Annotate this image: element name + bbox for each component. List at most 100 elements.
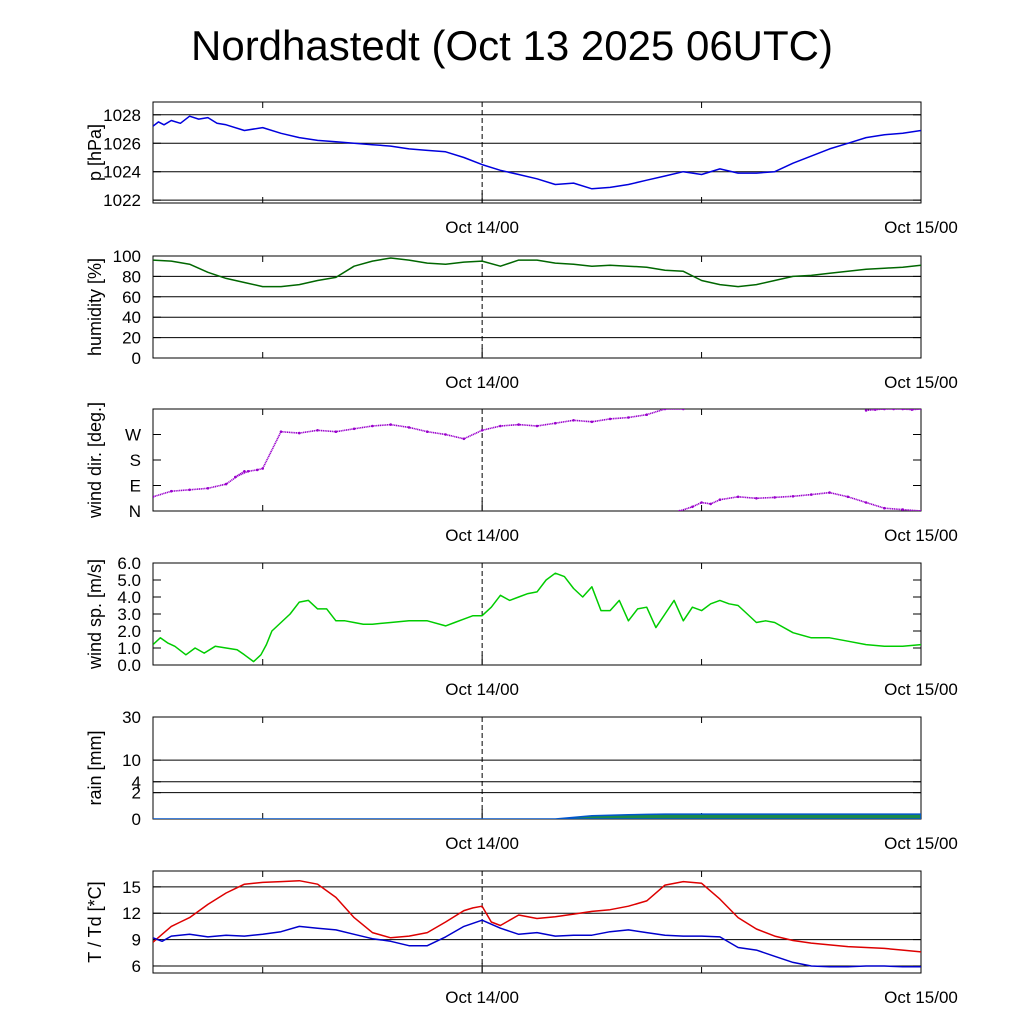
series-wind-direction-1 <box>678 491 921 511</box>
data-point <box>255 468 259 472</box>
data-point <box>590 420 594 424</box>
y-tick-label: 10 <box>122 751 141 770</box>
panel-wind-speed: Oct 14/00 Oct 15/00 0.01.02.03.04.05.06.0 w… <box>85 554 958 699</box>
series-wind-direction-0 <box>153 409 685 499</box>
series-line-wind-speed <box>153 572 921 663</box>
series-line-pressure <box>153 115 921 190</box>
y-tick-label: 30 <box>122 708 141 727</box>
y-tick-label: 60 <box>122 288 141 307</box>
data-point <box>627 416 630 419</box>
data-point <box>246 470 250 473</box>
data-point <box>480 429 484 432</box>
series-line-Td <box>153 919 921 968</box>
data-point <box>188 488 191 492</box>
x-tick-label: Oct 15/00 <box>884 373 958 392</box>
y-tick-label: 1022 <box>103 191 141 210</box>
panel-frame <box>152 870 922 974</box>
data-point <box>864 501 868 504</box>
data-point <box>261 467 265 470</box>
data-point <box>828 491 831 494</box>
data-point <box>846 495 850 499</box>
y-tick-label: 9 <box>132 931 141 950</box>
x-tick-label: Oct 15/00 <box>884 526 958 545</box>
data-point <box>691 505 694 509</box>
data-point <box>810 493 813 496</box>
y-axis-label: T / Td [*C] <box>85 881 105 962</box>
series-line-T <box>153 879 921 953</box>
data-point <box>883 409 886 411</box>
y-tick-label: 80 <box>122 267 141 286</box>
data-point <box>709 502 712 506</box>
data-point <box>554 421 557 425</box>
data-point <box>499 424 502 428</box>
y-tick-label: 0.0 <box>117 656 141 675</box>
data-point <box>883 506 886 510</box>
series-line-humidity <box>153 257 921 288</box>
data-point <box>663 409 667 411</box>
panel-frame <box>152 562 922 666</box>
data-point <box>572 419 575 422</box>
x-tick-label: Oct 14/00 <box>445 526 519 545</box>
series-wind-direction-2 <box>864 409 921 412</box>
panel-temperature-dewpoint: Oct 14/00 Oct 15/00 6 9 12 15 T / Td [*C] <box>85 870 958 1007</box>
wind-direction-trace <box>153 409 684 498</box>
data-point <box>645 413 648 417</box>
y-axis-label: wind sp. [m/s] <box>85 559 105 670</box>
panel-frame <box>152 408 922 512</box>
panel-frame <box>152 255 922 359</box>
data-point <box>224 482 228 486</box>
x-tick-label: Oct 15/00 <box>884 988 958 1007</box>
y-tick-label: 3.0 <box>117 605 141 624</box>
data-point <box>371 424 374 428</box>
data-point <box>773 496 776 499</box>
data-point <box>874 409 877 411</box>
data-point <box>700 501 703 504</box>
rain-area <box>153 813 921 819</box>
data-point <box>444 433 447 436</box>
x-tick-label: Oct 14/00 <box>445 988 519 1007</box>
data-point <box>791 495 795 498</box>
data-point <box>608 417 612 421</box>
data-point <box>718 498 722 502</box>
y-tick-label: 15 <box>122 878 141 897</box>
data-point <box>919 409 921 411</box>
data-point <box>298 431 301 435</box>
y-axis-label: humidity [%] <box>85 258 105 356</box>
x-tick-label: Oct 15/00 <box>884 680 958 699</box>
y-tick-label: S <box>130 451 141 470</box>
data-point <box>910 409 914 411</box>
y-tick-label: 1.0 <box>117 639 141 658</box>
y-tick-label: 2.0 <box>117 622 141 641</box>
data-point <box>426 430 429 434</box>
data-point <box>901 508 904 511</box>
data-point <box>316 429 319 432</box>
y-tick-label: 1028 <box>103 106 141 125</box>
x-tick-label: Oct 14/00 <box>445 218 519 237</box>
x-tick-label: Oct 15/00 <box>884 834 958 853</box>
y-tick-label: 1026 <box>103 134 141 153</box>
y-tick-label: 2 <box>132 784 141 803</box>
panel-frame <box>152 716 922 820</box>
data-point <box>153 495 155 499</box>
y-tick-label: 0 <box>132 810 141 829</box>
panel-rain: Oct 14/00 Oct 15/00 0 24 10 30 rain [mm] <box>85 708 958 853</box>
data-point <box>919 509 921 511</box>
data-point <box>462 437 466 441</box>
chart-title: Nordhastedt (Oct 13 2025 06UTC) <box>191 22 833 69</box>
data-point <box>892 409 895 411</box>
y-tick-label: 20 <box>122 329 141 348</box>
y-axis-label: wind dir. [deg.] <box>85 402 105 519</box>
y-tick-label: 100 <box>113 247 141 266</box>
y-tick-label: W <box>125 426 141 445</box>
wind-direction-trace <box>679 491 921 511</box>
data-point <box>334 430 338 434</box>
y-tick-label: 4 <box>132 773 141 792</box>
data-point <box>243 470 246 473</box>
y-tick-label: 5.0 <box>117 571 141 590</box>
x-tick-label: Oct 15/00 <box>884 218 958 237</box>
